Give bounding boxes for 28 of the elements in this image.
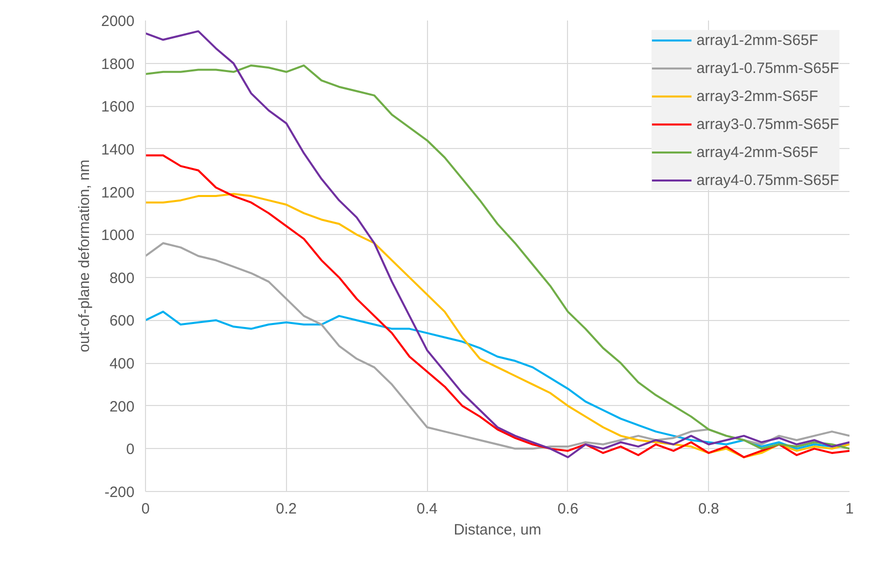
legend-label: array3-0.75mm-S65F [696, 116, 839, 132]
legend-label: array4-2mm-S65F [696, 144, 818, 160]
y-tick-label: 1600 [101, 98, 135, 116]
line-series [146, 242, 850, 450]
legend-label: array4-0.75mm-S65F [696, 172, 839, 188]
y-tick-label: 1400 [101, 141, 135, 158]
x-tick-label: 0.6 [557, 500, 578, 518]
y-tick-label: 400 [109, 356, 135, 373]
y-axis-title: out-of-plane deformation, nm [76, 160, 94, 352]
y-tick-label: 1800 [101, 56, 135, 73]
y-tick-label: -200 [104, 484, 135, 501]
y-tick-label: 0 [126, 441, 134, 458]
y-tick-label: 1000 [101, 227, 135, 244]
x-tick-label: 0.8 [698, 500, 720, 518]
x-tick-label: 0.4 [416, 500, 438, 518]
line-series [146, 310, 850, 450]
legend-label: array1-2mm-S65F [696, 32, 818, 48]
x-tick-label: 1 [845, 500, 854, 518]
x-axis-title: Distance, um [454, 522, 542, 538]
y-tick-label: 2000 [101, 13, 135, 30]
y-tick-label: 600 [109, 312, 135, 330]
y-tick-label: 1200 [101, 184, 135, 202]
x-tick-label: 0 [141, 500, 150, 518]
x-tick-label: 0.2 [276, 500, 297, 518]
y-tick-label: 200 [109, 398, 135, 416]
legend-label: array1-0.75mm-S65F [696, 60, 839, 76]
legend-label: array3-2mm-S65F [696, 88, 818, 104]
y-tick-label: 800 [109, 270, 135, 287]
